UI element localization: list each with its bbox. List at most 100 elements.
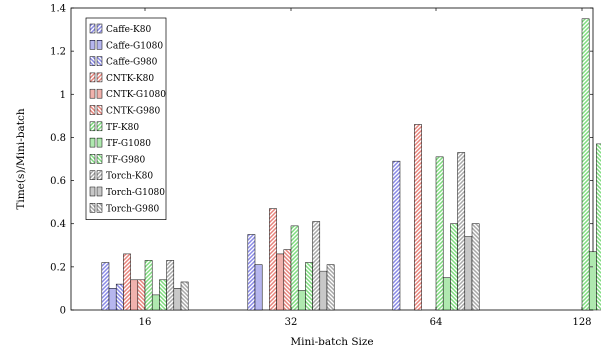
legend-item: CNTK-K80 [89,72,154,84]
x-tick-label: 16 [139,317,152,328]
bar-cntk-k80-64 [414,124,422,311]
legend-label: TF-G980 [106,155,146,165]
legend-swatch [89,72,96,83]
legend-item: Caffe-G980 [89,56,158,68]
y-tick-label: 0 [60,306,66,317]
bar-torch-g1080-32 [319,270,328,311]
legend-label: CNTK-K80 [106,74,154,84]
x-axis-label: Mini-batch Size [290,336,373,348]
legend-label: Torch-G1080 [106,188,165,198]
bar-cntk-g980-32 [283,249,292,311]
legend-label: TF-G1080 [106,139,151,149]
x-tick-label: 64 [430,317,443,328]
bar-torch-k80-32 [312,221,321,311]
legend-label: Torch-G980 [106,204,160,214]
bar-tf-g1080-16 [151,294,160,311]
legend-swatch [96,72,103,83]
legend-swatch [89,88,96,99]
legend-swatch [89,121,96,132]
bar-cntk-g1080-32 [276,253,285,311]
legend-swatch [96,88,103,99]
y-tick-label: 1 [60,90,66,101]
legend-swatch [89,203,96,213]
bar-cntk-k80-32 [269,208,277,311]
y-tick-label: 0.6 [50,176,66,187]
bar-cntk-g980-16 [137,279,146,311]
y-tick-label: 1.2 [50,47,66,58]
legend-label: Caffe-K80 [106,25,151,35]
bar-cntk-k80-16 [123,253,131,311]
legend-swatch [89,170,96,180]
legend-label: Torch-K80 [106,172,153,182]
legend-item: Torch-G1080 [89,186,165,198]
legend-swatch [89,186,96,197]
y-tick-label: 0.4 [50,219,66,230]
y-tick-label: 0.2 [50,262,66,273]
legend-item: CNTK-G1080 [89,88,166,100]
x-tick-label: 128 [572,317,591,328]
y-tick-label: 0.8 [50,133,66,144]
legend-box [85,17,167,220]
y-axis-label: Time(s)/Mini-batch [15,108,27,210]
bar-caffe-g1080-16 [108,288,117,311]
bar-caffe-k80-32 [247,234,256,311]
legend-swatch [96,137,103,148]
bar-torch-g1080-16 [173,288,182,311]
bar-torch-g980-32 [326,264,335,311]
bar-torch-k80-64 [457,152,466,311]
legend-swatch [96,186,103,197]
legend-label: Caffe-G1080 [106,41,163,51]
legend-swatch [96,170,103,180]
bar-torch-g980-16 [180,281,189,311]
legend-swatch [96,203,103,213]
legend-item: Torch-G980 [89,203,160,214]
y-tick-label: 1.4 [50,4,66,15]
legend-item: Caffe-G1080 [89,40,163,51]
bar-tf-g980-32 [305,262,313,311]
bar-tf-g1080-64 [442,277,451,311]
legend-swatch [89,137,96,148]
legend-label: Caffe-G980 [106,58,158,68]
bar-caffe-k80-64 [392,160,401,311]
bar-tf-k80-128 [581,18,590,311]
legend-swatch [96,121,103,132]
x-tick-label: 32 [285,317,298,328]
bar-torch-g980-64 [471,223,480,311]
axes: 0 0.2 0.4 0.6 0.8 1 1.2 1.4 16 32 64 128 [50,4,593,328]
legend-swatch [96,40,103,50]
bar-tf-g1080-32 [297,290,306,311]
legend-swatch [96,56,103,66]
bar-torch-k80-16 [166,260,175,311]
legend-label: CNTK-G1080 [106,90,166,100]
legend-item: Caffe-K80 [89,23,151,35]
legend-label: TF-K80 [106,123,139,133]
bar-tf-k80-64 [435,156,444,311]
legend-item: TF-K80 [89,121,139,133]
legend-swatch [89,154,96,164]
bar-tf-g1080-128 [588,251,597,311]
bar-caffe-k80-16 [101,262,110,311]
bar-tf-g980-128 [596,143,601,311]
legend-item: CNTK-G980 [89,105,161,117]
legend-item: TF-G1080 [89,137,151,149]
legend-swatch [89,56,96,66]
legend-label: CNTK-G980 [106,107,161,117]
legend-swatch [89,105,96,115]
legend-swatch [89,23,96,34]
legend-swatch [96,154,103,164]
bar-tf-k80-32 [290,225,299,311]
bar-caffe-g980-16 [115,283,124,311]
legend-swatch [96,23,103,34]
bar-tf-g980-64 [450,223,458,311]
bar-cntk-g1080-16 [130,279,139,311]
bars [101,18,601,311]
legend-item: Torch-K80 [89,170,153,182]
legend: Caffe-K80 Caffe-G1080 Caffe-G980 CNTK-K80 CN… [85,17,167,220]
bar-tf-k80-16 [144,260,153,311]
bar-caffe-g1080-32 [254,264,263,311]
legend-swatch [96,105,103,115]
legend-swatch [89,40,96,50]
bar-tf-g980-16 [159,279,167,311]
